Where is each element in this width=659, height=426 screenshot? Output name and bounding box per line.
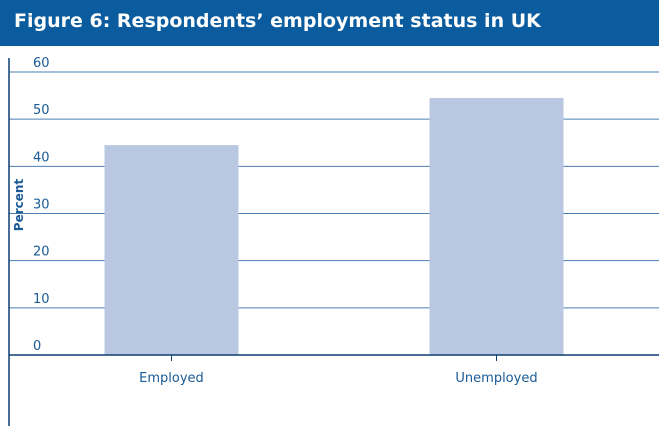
y-tick-labels: 0 10 20 30 40 50 60 [33, 56, 50, 354]
y-tick-label-50: 50 [33, 103, 50, 118]
title-bar: Figure 6: Respondents’ employment status… [0, 0, 659, 46]
y-tick-label-40: 40 [33, 150, 50, 165]
bar-unemployed [429, 97, 564, 356]
x-tick-labels: Employed Unemployed [139, 355, 538, 386]
y-tick-label-30: 30 [33, 198, 50, 213]
y-tick-label-60: 60 [33, 56, 50, 71]
chart-title: Figure 6: Respondents’ employment status… [14, 10, 541, 32]
y-tick-label-20: 20 [33, 245, 50, 260]
x-tick-label-employed: Employed [139, 371, 204, 386]
axes [8, 58, 659, 426]
y-tick-label-10: 10 [33, 292, 50, 307]
bars [104, 97, 564, 356]
x-tick-label-unemployed: Unemployed [455, 371, 537, 386]
y-axis-label: Percent [12, 179, 26, 232]
bar-employed [104, 145, 239, 355]
y-tick-label-0: 0 [33, 339, 41, 354]
